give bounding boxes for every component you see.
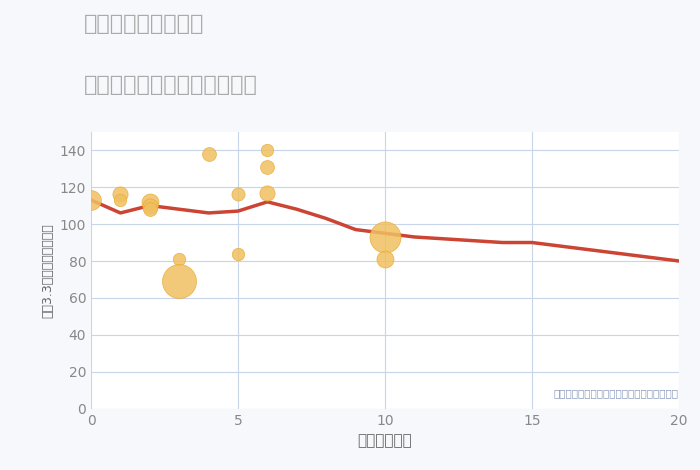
X-axis label: 駅距離（分）: 駅距離（分） [358, 433, 412, 448]
Point [144, 198, 155, 205]
Text: 円の大きさは、取引のあった物件面積を示す: 円の大きさは、取引のあった物件面積を示す [554, 388, 679, 398]
Point [262, 146, 273, 154]
Point [203, 150, 214, 157]
Point [174, 255, 185, 263]
Text: 駅距離別中古マンション価格: 駅距離別中古マンション価格 [84, 75, 258, 95]
Point [85, 196, 97, 204]
Point [174, 278, 185, 285]
Point [379, 255, 391, 263]
Text: 千葉県柏たなか駅の: 千葉県柏たなか駅の [84, 14, 204, 34]
Point [115, 196, 126, 204]
Point [232, 191, 244, 198]
Point [262, 163, 273, 171]
Point [144, 205, 155, 213]
Point [144, 202, 155, 209]
Y-axis label: 坪（3.3㎡）単価（万円）: 坪（3.3㎡）単価（万円） [41, 223, 54, 318]
Point [115, 191, 126, 198]
Point [379, 233, 391, 241]
Point [232, 250, 244, 258]
Point [262, 189, 273, 196]
